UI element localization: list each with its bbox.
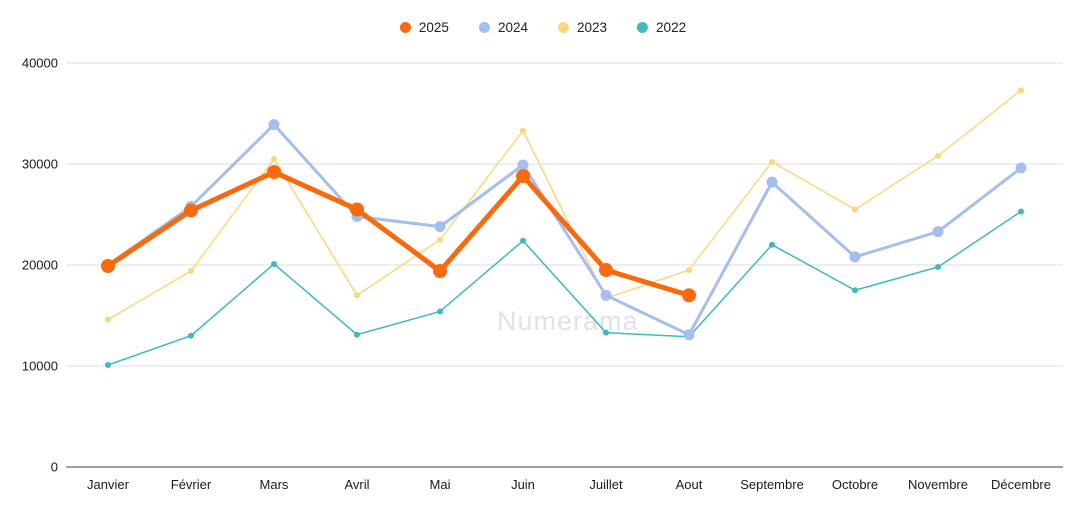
data-point-2023	[271, 155, 277, 162]
data-point-2024	[517, 159, 529, 171]
y-tick-label: 10000	[22, 359, 58, 374]
data-point-2022	[769, 241, 775, 248]
data-point-2025	[516, 169, 530, 184]
x-tick-label: Décembre	[991, 477, 1051, 492]
y-tick-label: 40000	[22, 56, 58, 71]
data-point-2023	[354, 292, 360, 299]
y-tick-label: 30000	[22, 157, 58, 172]
data-point-2022	[271, 260, 277, 267]
data-point-2024	[268, 119, 280, 131]
legend-item-2025[interactable]: 2025	[399, 20, 449, 35]
legend: 2025 2024 2023 2022	[399, 20, 686, 35]
data-point-2024	[849, 251, 861, 263]
x-tick-label: Mars	[260, 477, 289, 492]
x-tick-label: Avril	[344, 477, 369, 492]
data-point-2022	[437, 308, 443, 315]
data-point-2025	[101, 259, 115, 274]
data-point-2023	[852, 206, 858, 213]
x-tick-label: Juin	[511, 477, 535, 492]
x-tick-label: Mai	[430, 477, 451, 492]
x-tick-label: Aout	[676, 477, 703, 492]
data-point-2025	[433, 264, 447, 279]
data-point-2022	[354, 331, 360, 338]
data-point-2024	[600, 289, 612, 301]
data-point-2022	[520, 237, 526, 244]
series-line-2022	[107, 210, 1022, 366]
data-point-2022	[105, 361, 111, 368]
data-point-2023	[188, 268, 194, 275]
data-point-2024	[434, 221, 446, 233]
series-line-2025	[105, 169, 692, 298]
x-tick-label: Octobre	[832, 477, 878, 492]
data-point-2022	[1018, 208, 1024, 215]
data-point-2023	[686, 267, 692, 274]
watermark: Numerama	[497, 306, 639, 336]
data-point-2023	[769, 158, 775, 165]
data-point-2022	[188, 332, 194, 339]
legend-item-2022[interactable]: 2022	[637, 21, 686, 35]
data-point-2025	[350, 202, 364, 217]
data-point-2022	[603, 329, 609, 336]
legend-item-2024[interactable]: 2024	[478, 20, 528, 35]
legend-dot-icon	[478, 22, 490, 34]
x-tick-label: Janvier	[87, 477, 130, 492]
data-point-2025	[682, 288, 696, 303]
data-point-2022	[852, 287, 858, 294]
series-line-2023	[107, 89, 1022, 321]
data-point-2023	[437, 236, 443, 243]
x-tick-label: Septembre	[740, 477, 804, 492]
legend-label: 2023	[577, 20, 608, 35]
legend-label: 2025	[418, 20, 449, 35]
data-point-2022	[935, 264, 941, 271]
legend-item-2023[interactable]: 2023	[558, 21, 607, 35]
legend-label: 2024	[497, 20, 528, 35]
legend-dot-icon	[637, 22, 649, 34]
legend-dot-icon	[558, 22, 569, 34]
data-point-2024	[766, 176, 778, 188]
data-point-2023	[935, 152, 941, 159]
data-point-2024	[683, 329, 695, 341]
y-tick-label: 0	[51, 460, 58, 475]
legend-dot-icon	[399, 22, 411, 34]
x-tick-label: Juillet	[589, 477, 623, 492]
data-point-2024	[1015, 162, 1027, 174]
data-point-2023	[1018, 87, 1024, 94]
data-point-2025	[599, 263, 613, 278]
data-point-2023	[520, 127, 526, 134]
data-point-2024	[932, 226, 944, 238]
x-tick-label: Novembre	[908, 477, 968, 492]
x-tick-label: Février	[171, 477, 212, 492]
legend-label: 2022	[656, 20, 687, 35]
series-line-2024	[106, 123, 1023, 337]
y-tick-label: 20000	[22, 258, 58, 273]
data-point-2025	[184, 203, 198, 218]
data-point-2023	[105, 316, 111, 323]
data-point-2025	[267, 165, 281, 180]
